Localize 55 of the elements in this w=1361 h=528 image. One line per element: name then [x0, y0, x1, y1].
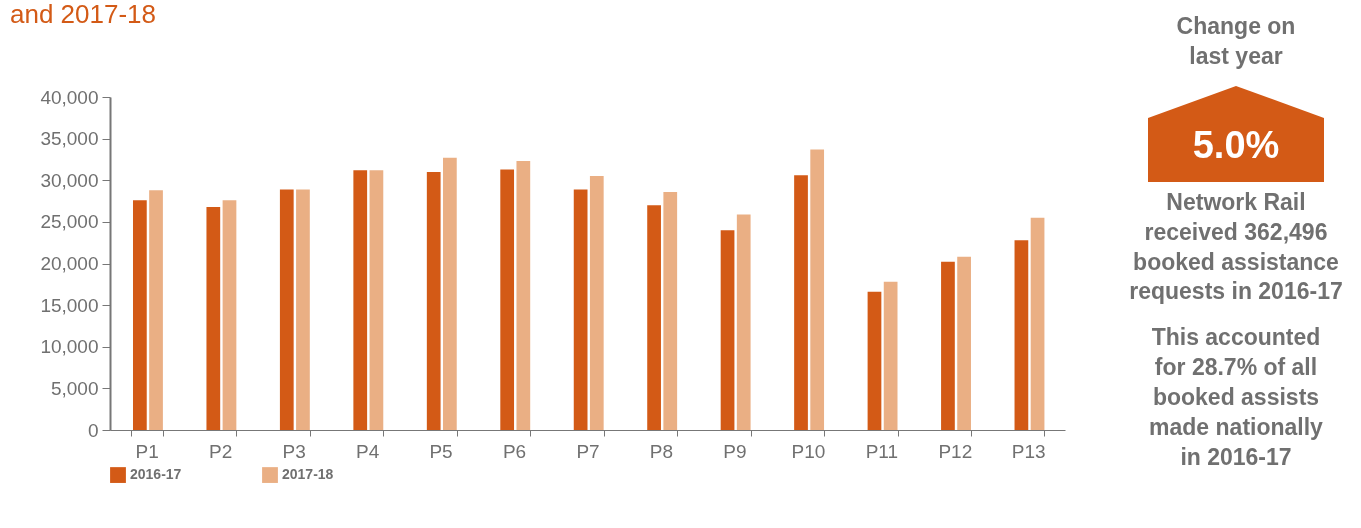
x-tick-label: P10 — [791, 440, 826, 462]
legend-label: 2017-18 — [282, 466, 334, 483]
x-tick-label: P3 — [282, 440, 306, 462]
bar — [1014, 240, 1029, 430]
x-tick-label: P12 — [938, 440, 973, 462]
bar — [883, 281, 898, 430]
bar — [353, 170, 368, 430]
y-tick-label: 40,000 — [40, 86, 99, 108]
x-tick-label: P13 — [1011, 440, 1046, 462]
bar — [369, 170, 384, 430]
bar — [296, 189, 310, 430]
x-tick-label: P1 — [135, 440, 159, 462]
bar — [794, 175, 808, 430]
text: This accounted for 28.7% of all booked assists made nationally in 2016-17 — [1148, 323, 1324, 472]
x-tick-label: P4 — [355, 440, 380, 462]
bar — [573, 189, 588, 430]
y-tick-label: 35,000 — [40, 128, 99, 150]
text: 5.0% — [1191, 123, 1281, 166]
x-tick-label: P11 — [865, 440, 899, 462]
bar — [957, 256, 971, 430]
x-tick-label: P7 — [576, 440, 600, 462]
bar — [589, 176, 604, 430]
bar — [443, 157, 457, 430]
y-tick-label: 0 — [87, 419, 99, 441]
text: Network Rail received 362,496 booked assistance requests in 2016-17 — [1128, 187, 1344, 307]
bar — [941, 261, 955, 430]
bar — [663, 191, 678, 430]
bar — [1030, 217, 1045, 430]
bar — [222, 200, 237, 430]
bar — [132, 200, 147, 430]
bar — [867, 291, 882, 430]
legend-label: 2016-17 — [130, 466, 182, 483]
bar — [736, 214, 751, 430]
y-tick-label: 30,000 — [40, 169, 99, 191]
bar — [720, 230, 735, 430]
bar — [647, 205, 661, 430]
x-tick-label: P8 — [649, 440, 674, 462]
x-tick-label: P5 — [429, 440, 453, 462]
y-tick-label: 25,000 — [40, 211, 99, 233]
y-tick-label: 10,000 — [40, 336, 99, 358]
y-tick-label: 20,000 — [40, 253, 99, 274]
text: Change on last year — [1175, 12, 1297, 71]
bar — [279, 189, 294, 430]
bar — [516, 161, 531, 430]
bar — [426, 171, 441, 430]
x-tick-label: P6 — [502, 440, 527, 462]
y-tick-label: 15,000 — [40, 294, 99, 316]
bar — [206, 206, 221, 430]
chart-title: and 2017-18 — [10, 0, 157, 29]
x-tick-label: P9 — [723, 440, 747, 462]
bar — [810, 149, 825, 430]
x-tick-label: P2 — [209, 440, 233, 462]
bar — [149, 190, 163, 430]
y-tick-label: 5,000 — [50, 377, 99, 399]
bar — [500, 169, 515, 430]
